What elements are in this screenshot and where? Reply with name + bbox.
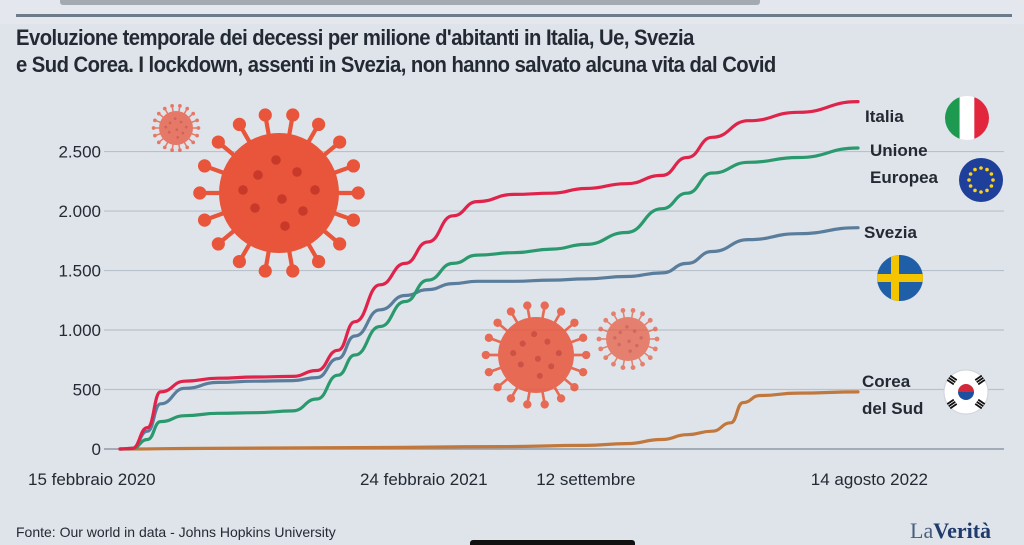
brand-verita: Verità (933, 518, 992, 543)
bottom-bar (470, 540, 635, 545)
y-tick-label: 2.500 (58, 143, 101, 162)
x-tick-label: 15 febbraio 2020 (28, 470, 156, 489)
series-line-italia (118, 100, 860, 451)
top-strip (0, 0, 1024, 24)
series-label-corea-del-sud: Corea (862, 372, 911, 391)
series-label-italia: Italia (865, 107, 904, 126)
cut-text-remnant (60, 0, 760, 5)
chart-title: Evoluzione temporale dei decessi per mil… (16, 24, 907, 78)
chart-title-line-2: e Sud Corea. I lockdown, assenti in Svez… (16, 52, 776, 77)
y-tick-label: 1.000 (58, 321, 101, 340)
x-tick-label: 14 agosto 2022 (811, 470, 928, 489)
brand-la: La (910, 518, 934, 543)
flag-sweden-icon (877, 255, 923, 301)
flag-south-korea-icon (943, 369, 989, 415)
coronavirus-icon (151, 104, 201, 152)
y-tick-label: 1.500 (58, 262, 101, 281)
chart-title-line-1: Evoluzione temporale dei decessi per mil… (16, 25, 694, 50)
series-line-corea-del-sud (118, 390, 860, 451)
y-tick-label: 0 (92, 440, 101, 459)
brand-logo: LaVerità (910, 518, 991, 544)
series-label-svezia: Svezia (864, 223, 917, 242)
series-label-unione-europea: Unione (870, 141, 928, 160)
header-rule (16, 14, 1012, 17)
flag-italy-icon (945, 96, 989, 140)
series-labels: Italia Unione Europea Svezia Corea del Sud (862, 107, 939, 418)
coronavirus-decorations (151, 104, 660, 409)
flag-eu-icon (959, 158, 1003, 202)
coronavirus-icon (193, 108, 365, 278)
flags (877, 96, 1003, 415)
series-lines (118, 100, 860, 451)
y-tick-label: 500 (73, 381, 101, 400)
source-note: Fonte: Our world in data - Johns Hopkins… (16, 524, 336, 540)
series-label-unione-europea: Europea (870, 168, 939, 187)
x-tick-label: 24 febbraio 2021 (360, 470, 488, 489)
x-tick-label: 12 settembre (536, 470, 635, 489)
series-line-unione-europea (118, 146, 860, 451)
coronavirus-icon (481, 301, 591, 409)
series-label-corea-del-sud: del Sud (862, 399, 923, 418)
y-tick-label: 2.000 (58, 202, 101, 221)
coronavirus-icon (596, 307, 660, 371)
y-axis-labels: 0 500 1.000 1.500 2.000 2.500 (58, 143, 101, 459)
x-axis-labels: 15 febbraio 2020 24 febbraio 2021 12 sette… (28, 470, 928, 489)
